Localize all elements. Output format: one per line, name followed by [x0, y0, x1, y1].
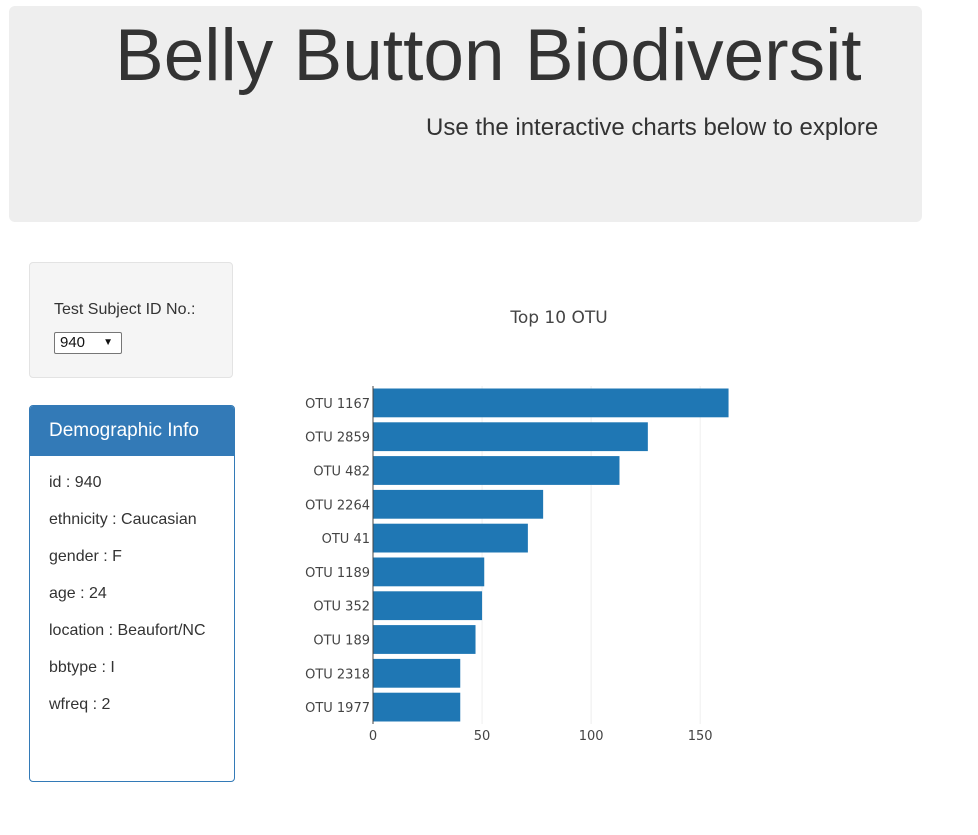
- subject-selector-well: Test Subject ID No.: 940 ▼: [29, 262, 233, 378]
- chevron-down-icon: ▼: [103, 337, 113, 348]
- demo-wfreq: wfreq : 2: [49, 696, 111, 713]
- y-tick-label-1: OTU 2859: [305, 431, 370, 446]
- y-tick-label-0: OTU 1167: [305, 397, 370, 412]
- demo-bbtype: bbtype : I: [49, 659, 115, 676]
- y-tick-label-8: OTU 2318: [305, 667, 370, 682]
- y-tick-label-9: OTU 1977: [305, 701, 370, 716]
- y-tick-label-5: OTU 1189: [305, 566, 370, 581]
- header-jumbotron: Belly Button Biodiversit Use the interac…: [9, 6, 922, 222]
- demo-ethnicity: ethnicity : Caucasian: [49, 511, 197, 528]
- bar-6: [373, 591, 483, 621]
- otu-bar-chart-svg: Top 10 OTU OTU 1167 OTU 2859 OTU 482 OTU 226…: [305, 308, 729, 744]
- y-tick-label-3: OTU 2264: [305, 498, 370, 513]
- demo-id: id : 940: [49, 474, 102, 491]
- bar-4: [373, 523, 528, 553]
- bar-9: [373, 692, 461, 722]
- demo-gender: gender : F: [49, 548, 122, 565]
- x-tick-label-1: 50: [474, 729, 491, 744]
- y-tick-label-6: OTU 352: [313, 600, 370, 615]
- bar-3: [373, 489, 544, 519]
- subject-id-select[interactable]: 940 ▼: [54, 332, 122, 354]
- bar-5: [373, 557, 485, 587]
- bar-2: [373, 456, 620, 485]
- x-tick-label-3: 150: [688, 729, 713, 744]
- x-tick-label-2: 100: [579, 729, 604, 744]
- demographic-info-heading: Demographic Info: [30, 406, 234, 456]
- subject-selector-label: Test Subject ID No.:: [54, 301, 196, 318]
- demo-location: location : Beaufort/NC: [49, 622, 206, 639]
- subject-id-selected-value: 940: [60, 334, 86, 351]
- y-tick-label-7: OTU 189: [313, 634, 370, 649]
- page-title: Belly Button Biodiversit: [115, 15, 862, 96]
- otu-bar-chart: Top 10 OTU OTU 1167 OTU 2859 OTU 482 OTU 226…: [260, 290, 860, 760]
- page-lead: Use the interactive charts below to expl…: [426, 114, 879, 141]
- y-tick-label-2: OTU 482: [313, 465, 370, 480]
- bar-0: [373, 388, 729, 418]
- chart-title: Top 10 OTU: [509, 308, 607, 328]
- bar-7: [373, 625, 476, 654]
- y-tick-label-4: OTU 41: [322, 532, 370, 547]
- demographic-info-body: id : 940 ethnicity : Caucasian gender : …: [30, 456, 234, 714]
- bar-8: [373, 658, 461, 688]
- bar-1: [373, 422, 648, 452]
- demo-age: age : 24: [49, 585, 107, 602]
- demographic-info-panel: Demographic Info id : 940 ethnicity : Ca…: [29, 405, 235, 782]
- x-tick-label-0: 0: [369, 729, 377, 744]
